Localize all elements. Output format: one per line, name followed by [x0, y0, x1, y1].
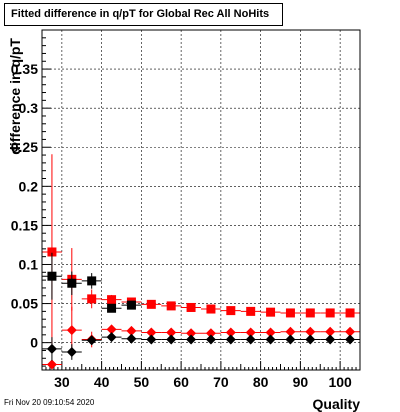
data-point — [325, 334, 336, 345]
y-tick-label: 0.1 — [19, 256, 39, 272]
x-axis-label: Quality — [313, 396, 361, 412]
data-point — [225, 327, 236, 338]
y-tick-label: 0.3 — [19, 100, 39, 116]
data-point — [285, 308, 295, 318]
data-point — [46, 343, 57, 354]
data-point — [47, 247, 57, 257]
data-point — [66, 347, 77, 358]
y-axis-label: difference in q/pT — [7, 38, 23, 155]
data-point — [126, 300, 136, 310]
data-point — [107, 295, 117, 305]
data-point — [345, 308, 355, 318]
x-tick-label: 50 — [134, 374, 150, 390]
data-point — [225, 334, 236, 345]
y-tick-label: 0.2 — [19, 178, 39, 194]
grid-lines — [42, 30, 360, 370]
timestamp: Fri Nov 20 09:10:54 2020 — [4, 398, 95, 407]
data-point — [205, 328, 216, 339]
data-point — [305, 326, 316, 337]
data-point — [186, 328, 197, 339]
data-point — [126, 333, 137, 344]
data-point — [126, 325, 137, 336]
data-point — [87, 294, 97, 304]
x-tick-label: 40 — [94, 374, 110, 390]
data-point — [87, 276, 97, 286]
data-point — [246, 306, 256, 316]
x-tick-label: 100 — [328, 374, 352, 390]
data-point — [166, 301, 176, 311]
data-point — [266, 307, 276, 317]
series-0 — [42, 154, 360, 350]
data-point — [285, 334, 296, 345]
data-points — [42, 154, 360, 370]
chart-title-text: Fitted difference in q/pT for Global Rec… — [11, 8, 270, 20]
axis-ticks: 30 40 50 60 70 80 90 100 0 0.05 0.1 0.15 0.2 0.25 0.3 0… — [11, 37, 361, 390]
series-3 — [42, 332, 360, 361]
data-point — [106, 332, 117, 343]
x-tick-label: 80 — [253, 374, 269, 390]
data-point — [146, 299, 156, 309]
data-point — [186, 302, 196, 312]
y-tick-label: 0 — [30, 335, 38, 351]
data-point — [47, 271, 57, 281]
data-point — [205, 334, 216, 345]
data-point — [345, 326, 356, 337]
data-point — [325, 308, 335, 318]
chart-title: Fitted difference in q/pT for Global Rec… — [4, 3, 283, 26]
data-point — [166, 327, 177, 338]
data-point — [166, 334, 177, 345]
plot-frame — [41, 29, 361, 371]
data-point — [265, 334, 276, 345]
data-point — [206, 304, 216, 314]
series-1 — [42, 252, 142, 313]
series-2 — [42, 306, 360, 370]
data-point — [226, 306, 236, 316]
x-tick-label: 60 — [173, 374, 189, 390]
data-point — [46, 359, 57, 370]
data-point — [285, 326, 296, 337]
data-point — [245, 327, 256, 338]
y-tick-label: 0.25 — [11, 139, 38, 155]
data-point — [265, 327, 276, 338]
data-point — [66, 325, 77, 336]
x-tick-label: 30 — [54, 374, 70, 390]
x-tick-label: 70 — [213, 374, 229, 390]
data-point — [106, 324, 117, 335]
data-point — [146, 334, 157, 345]
data-point — [146, 327, 157, 338]
data-point — [245, 334, 256, 345]
data-point — [305, 308, 315, 318]
y-tick-label: 0.15 — [11, 217, 38, 233]
data-point — [67, 278, 77, 288]
data-point — [107, 303, 117, 313]
y-tick-label: 0.05 — [11, 296, 38, 312]
data-point — [86, 335, 97, 346]
x-tick-label: 90 — [293, 374, 309, 390]
data-point — [186, 334, 197, 345]
y-tick-label: 0.35 — [11, 61, 38, 77]
data-point — [345, 334, 356, 345]
data-point — [305, 334, 316, 345]
data-point — [325, 326, 336, 337]
